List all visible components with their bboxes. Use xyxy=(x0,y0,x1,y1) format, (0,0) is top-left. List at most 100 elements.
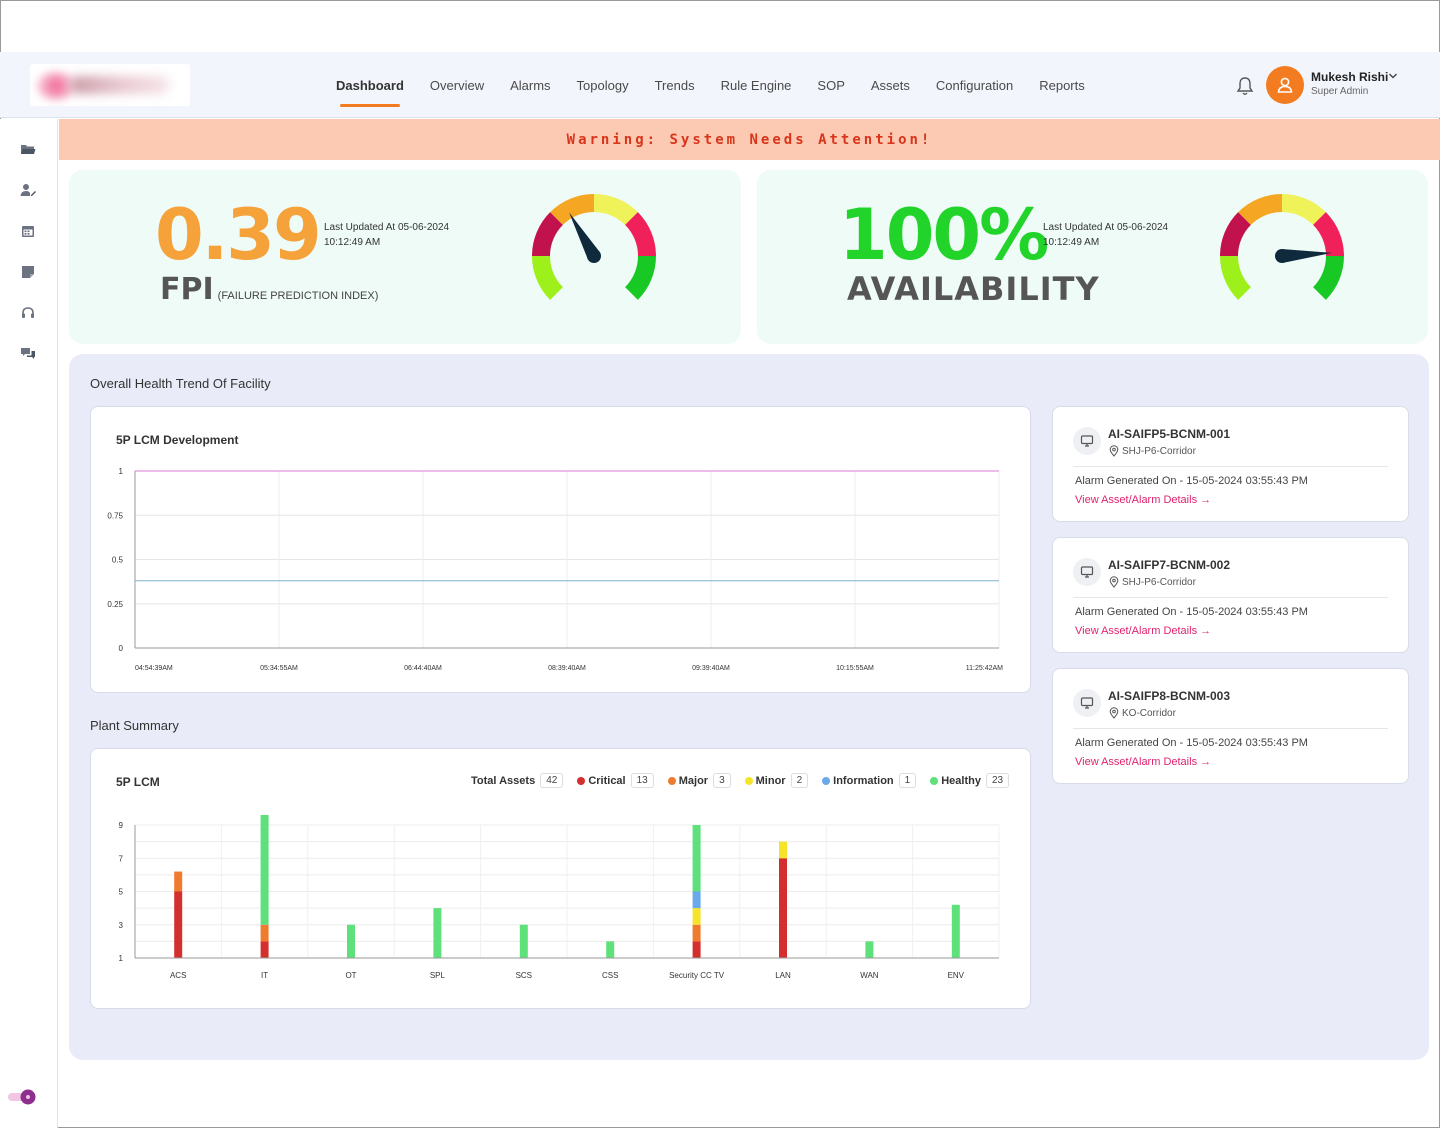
bar-segment-healthy xyxy=(951,904,960,958)
health-trend-title: Overall Health Trend Of Facility xyxy=(90,376,271,391)
calendar-icon[interactable] xyxy=(20,223,36,239)
y-tick-label: 0.5 xyxy=(112,556,124,565)
plant-chart-title: 5P LCM xyxy=(116,775,160,789)
legend-major[interactable]: Major 3 xyxy=(667,773,731,788)
bar-segment-healthy xyxy=(865,941,874,958)
theme-toggle[interactable] xyxy=(8,1089,38,1105)
nav-assets[interactable]: Assets xyxy=(870,77,910,93)
warning-text: Warning: System Needs Attention! xyxy=(566,131,933,148)
bar-segment-major xyxy=(174,871,183,892)
chat-icon[interactable] xyxy=(20,346,36,362)
chevron-down-icon[interactable] xyxy=(1388,72,1398,80)
gauge-needle xyxy=(1276,249,1332,263)
x-tick-label: 04:54:39AM xyxy=(135,665,173,672)
folder-icon[interactable] xyxy=(20,141,36,157)
legend-information[interactable]: Information 1 xyxy=(822,773,917,788)
x-tick-label: Security CC TV xyxy=(669,971,725,980)
nav-configuration[interactable]: Configuration xyxy=(935,77,1014,93)
nav-rule-engine[interactable]: Rule Engine xyxy=(720,77,792,93)
fpi-sublabel: (FAILURE PREDICTION INDEX) xyxy=(217,290,379,302)
nav-reports[interactable]: Reports xyxy=(1039,77,1085,93)
legend-minor[interactable]: Minor 2 xyxy=(744,773,809,788)
trend-line-chart: 0 0.25 0.5 0.75 1 04:54:39AM 05:34:55AM 06:44:4… xyxy=(107,467,1003,672)
bell-icon[interactable] xyxy=(1236,76,1254,96)
y-tick-label: 3 xyxy=(119,921,124,930)
availability-updated: Last Updated At 05-06-2024 10:12:49 AM xyxy=(1043,220,1203,250)
main-nav: Dashboard Overview Alarms Topology Trend… xyxy=(336,52,1111,118)
arrow-right-icon: → xyxy=(1200,756,1212,768)
alarm-location: KO-Corridor xyxy=(1108,707,1176,719)
nav-trends[interactable]: Trends xyxy=(654,77,695,93)
bar-segment-minor xyxy=(692,908,701,925)
bar-segment-critical xyxy=(174,891,183,958)
trend-card: 5P LCM Development 0 0.25 0.5 0.75 1 04:54:39… xyxy=(90,406,1031,693)
monitor-icon xyxy=(1073,558,1101,586)
bar-segment-healthy xyxy=(433,908,442,958)
availability-gauge xyxy=(1220,194,1344,300)
company-logo[interactable] xyxy=(30,64,190,106)
nav-overview[interactable]: Overview xyxy=(429,77,485,93)
gauge-segment xyxy=(1282,194,1326,225)
location-pin-icon xyxy=(1109,576,1119,588)
headset-icon[interactable] xyxy=(20,305,36,321)
gauge-segment xyxy=(532,212,563,256)
alarm-details-link[interactable]: View Asset/Alarm Details → xyxy=(1075,494,1212,506)
legend-critical[interactable]: Critical 13 xyxy=(577,773,654,788)
nav-sop[interactable]: SOP xyxy=(817,77,845,93)
alarm-details-link[interactable]: View Asset/Alarm Details → xyxy=(1075,625,1212,637)
divider xyxy=(1073,597,1388,598)
bar-segment-healthy xyxy=(519,924,528,958)
plant-card: 5P LCM Total Assets 42 Critical 13 Major 3 … xyxy=(90,748,1031,1009)
fpi-card: 0.39 Last Updated At 05-06-2024 10:12:49… xyxy=(69,170,741,344)
legend-total-assets[interactable]: Total Assets 42 xyxy=(471,773,564,788)
gauge-segment xyxy=(625,256,656,300)
y-tick-label: 1 xyxy=(119,467,124,476)
y-tick-label: 0.25 xyxy=(107,600,123,609)
location-pin-icon xyxy=(1109,445,1119,457)
gauge-hub xyxy=(587,249,601,263)
alarm-asset-name: AI-SAIFP7-BCNM-002 xyxy=(1108,558,1231,572)
location-pin-icon xyxy=(1109,707,1119,719)
divider xyxy=(1073,728,1388,729)
y-tick-label: 9 xyxy=(119,821,124,830)
user-edit-icon[interactable] xyxy=(20,182,36,198)
bar-segment-minor xyxy=(779,841,787,859)
note-icon[interactable] xyxy=(20,264,36,280)
user-name[interactable]: Mukesh Rishi xyxy=(1311,70,1389,84)
x-tick-label: 08:39:40AM xyxy=(548,665,586,672)
nav-dashboard[interactable]: Dashboard xyxy=(336,72,404,107)
user-icon xyxy=(1277,77,1293,93)
bar-segment-critical xyxy=(260,941,269,958)
x-tick-label: CSS xyxy=(602,971,618,980)
gauge-segment xyxy=(1238,194,1282,225)
availability-updated-time: 10:12:49 AM xyxy=(1043,237,1100,248)
gauge-segment xyxy=(550,194,594,225)
gauge-segment xyxy=(625,212,656,256)
alarm-card[interactable]: AI-SAIFP7-BCNM-002 SHJ-P6-Corridor Alarm… xyxy=(1052,537,1409,653)
legend-count: 23 xyxy=(985,773,1010,788)
alarm-card[interactable]: AI-SAIFP5-BCNM-001 SHJ-P6-Corridor Alarm… xyxy=(1052,406,1409,522)
x-tick-label: SPL xyxy=(430,971,446,980)
bar-segment-critical xyxy=(779,858,787,958)
fpi-gauge xyxy=(532,194,656,300)
fpi-label-group: FPI (FAILURE PREDICTION INDEX) xyxy=(160,272,378,307)
alarm-location: SHJ-P6-Corridor xyxy=(1108,576,1196,588)
trend-chart-title: 5P LCM Development xyxy=(116,433,239,447)
top-header: Dashboard Overview Alarms Topology Trend… xyxy=(0,52,1440,118)
legend-count: 1 xyxy=(898,773,917,788)
bar-segment-major xyxy=(692,924,701,942)
alarm-card[interactable]: AI-SAIFP8-BCNM-003 KO-Corridor Alarm Gen… xyxy=(1052,668,1409,784)
alarm-generated: Alarm Generated On - 15-05-2024 03:55:43… xyxy=(1075,475,1308,487)
arrow-right-icon: → xyxy=(1200,625,1212,637)
nav-topology[interactable]: Topology xyxy=(576,77,629,93)
legend-count: 13 xyxy=(630,773,654,788)
nav-alarms[interactable]: Alarms xyxy=(510,77,551,93)
x-tick-label: OT xyxy=(345,971,356,980)
bar-segment-major xyxy=(260,924,269,942)
x-tick-label: WAN xyxy=(860,971,879,980)
legend-healthy[interactable]: Healthy 23 xyxy=(930,773,1010,788)
monitor-icon xyxy=(1073,427,1101,455)
avatar[interactable] xyxy=(1266,66,1304,104)
bar-segment-healthy xyxy=(606,941,615,958)
alarm-details-link[interactable]: View Asset/Alarm Details → xyxy=(1075,756,1212,768)
